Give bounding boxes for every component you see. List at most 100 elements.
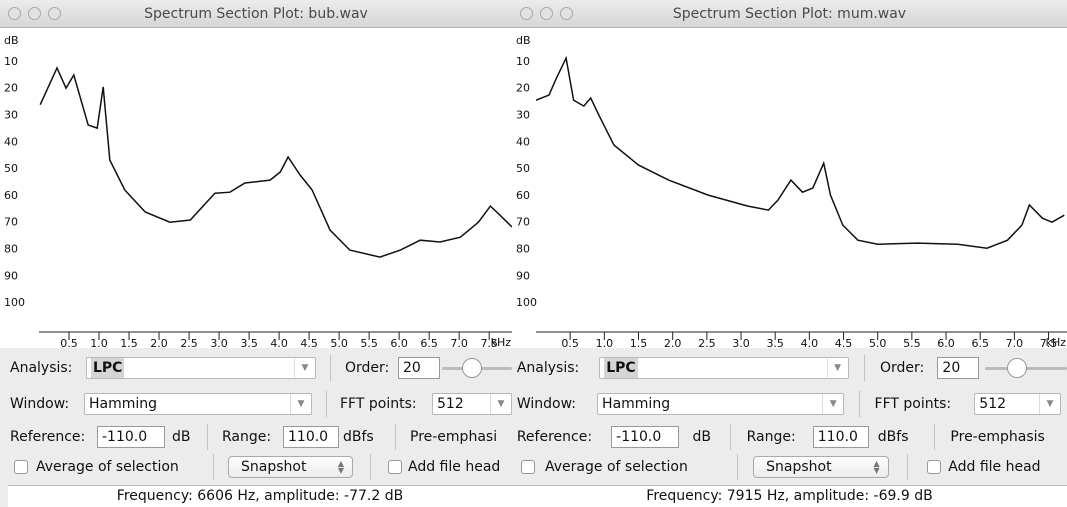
checkbox[interactable] (926, 460, 941, 474)
x-tick-label: 4.5 (300, 337, 318, 348)
average-label: Average of selection (545, 459, 688, 475)
window-button[interactable] (28, 7, 41, 20)
x-tick-label: 7.5 (480, 337, 498, 348)
checkbox[interactable] (388, 460, 402, 474)
y-tick-label: 50 (516, 162, 530, 175)
y-tick-label: 40 (516, 135, 530, 148)
range-unit: dBfs (343, 429, 374, 445)
average-label: Average of selection (36, 459, 179, 475)
window-combo-value: Hamming (602, 396, 671, 412)
x-tick-label: 2.5 (698, 337, 716, 348)
range-label: Range: (746, 429, 796, 445)
y-tick-label: 20 (516, 82, 530, 95)
snapshot-arrows: ▲ ▼ (337, 459, 344, 475)
x-tick-label: 6.5 (971, 337, 989, 348)
y-tick-label: 10 (516, 55, 530, 68)
fft-combo-value: 512 (979, 396, 1007, 412)
slider-knob[interactable] (1006, 358, 1027, 378)
fft-combo-arrow: ▼ (1039, 394, 1060, 414)
reference-unit: dB (692, 429, 711, 445)
y-tick-label: 80 (4, 243, 18, 256)
order-label: Order: (879, 360, 925, 376)
analysis-combo-value: LPC (604, 358, 638, 378)
window-button[interactable] (48, 7, 61, 20)
x-tick-label: 3.5 (766, 337, 784, 348)
y-tick-label: 60 (516, 189, 530, 202)
window: Spectrum Section Plot: bub.wav dB 10 20 30 40… (0, 0, 512, 507)
preemphasis-label: Pre-emphasis (950, 429, 1045, 445)
checkbox[interactable] (521, 460, 536, 474)
window-label: Window: (516, 396, 576, 412)
separator (330, 355, 331, 381)
separator (863, 355, 865, 381)
x-tick-label: 2.0 (150, 337, 168, 348)
order-field-value: 20 (942, 360, 961, 376)
fft-label: FFT points: (340, 396, 417, 412)
y-tick-label: 50 (4, 162, 18, 175)
fft-combo[interactable]: 512 ▼ (432, 393, 512, 415)
plot-background (0, 28, 512, 348)
reference-field[interactable]: -110.0 (97, 426, 165, 448)
x-tick-label: 5.0 (869, 337, 887, 348)
add-file-head-label: Add file head (948, 459, 1041, 475)
fft-combo[interactable]: 512 ▼ (974, 393, 1061, 415)
fft-combo-arrow: ▼ (490, 394, 511, 414)
plot: dB 10 20 30 40 50 60 70 80 90 100 0.5 1.0 1.5 2.0 2.5 3.… (512, 28, 1067, 348)
x-unit: kHz (491, 336, 512, 348)
analysis-combo[interactable]: LPC ▼ (86, 357, 316, 379)
range-field[interactable]: 110.0 (812, 426, 869, 448)
y-tick-label: 30 (516, 108, 530, 121)
window-button[interactable] (540, 7, 553, 20)
window-combo[interactable]: Hamming ▼ (597, 393, 845, 415)
range-field-value: 110.0 (817, 429, 858, 445)
range-label: Range: (222, 429, 272, 445)
separator (213, 454, 214, 480)
window-label: Window: (10, 396, 70, 412)
status-text: Frequency: 6606 Hz, amplitude: -77.2 dB (116, 488, 404, 504)
analysis-combo-arrow: ▼ (826, 358, 848, 378)
checkbox[interactable] (14, 460, 28, 474)
window-button[interactable] (8, 7, 21, 20)
separator (207, 424, 208, 450)
y-tick-label: 40 (4, 135, 18, 148)
snapshot-button[interactable]: Snapshot ▲ ▼ (753, 456, 889, 478)
slider-knob[interactable] (462, 358, 482, 378)
window-combo[interactable]: Hamming ▼ (84, 393, 312, 415)
fft-combo-value: 512 (437, 396, 464, 412)
window-combo-arrow: ▼ (822, 394, 843, 414)
separator (907, 454, 909, 480)
order-field[interactable]: 20 (398, 357, 440, 379)
y-tick-label: 100 (4, 296, 25, 309)
reference-field-value: -110.0 (616, 429, 662, 445)
range-field[interactable]: 110.0 (283, 426, 339, 448)
x-tick-label: 1.5 (630, 337, 648, 348)
x-tick-label: 3.0 (732, 337, 750, 348)
x-tick-label: 4.5 (835, 337, 853, 348)
snapshot-label: Snapshot (766, 459, 832, 475)
reference-field[interactable]: -110.0 (611, 426, 680, 448)
reference-label: Reference: (516, 429, 593, 445)
x-tick-label: 1.0 (90, 337, 108, 348)
x-tick-label: 6.0 (937, 337, 955, 348)
x-tick-label: 2.0 (664, 337, 682, 348)
y-tick-label: 70 (4, 216, 18, 229)
status-text: Frequency: 7915 Hz, amplitude: -69.9 dB (646, 488, 933, 504)
range-unit: dBfs (877, 429, 909, 445)
separator (934, 424, 936, 450)
window-button[interactable] (560, 7, 573, 20)
analysis-label: Analysis: (516, 360, 580, 376)
window-button[interactable] (520, 7, 533, 20)
reference-field-value: -110.0 (102, 429, 148, 445)
order-field-value: 20 (403, 360, 421, 376)
analysis-combo[interactable]: LPC ▼ (599, 357, 849, 379)
snapshot-label: Snapshot (241, 459, 307, 475)
y-tick-label: 90 (516, 269, 530, 282)
x-tick-label: 7.0 (1006, 337, 1024, 348)
snapshot-button[interactable]: Snapshot ▲ ▼ (228, 456, 353, 478)
separator (370, 454, 371, 480)
order-label: Order: (345, 360, 390, 376)
order-field[interactable]: 20 (937, 357, 980, 379)
analysis-label: Analysis: (10, 360, 73, 376)
separator (859, 391, 861, 417)
